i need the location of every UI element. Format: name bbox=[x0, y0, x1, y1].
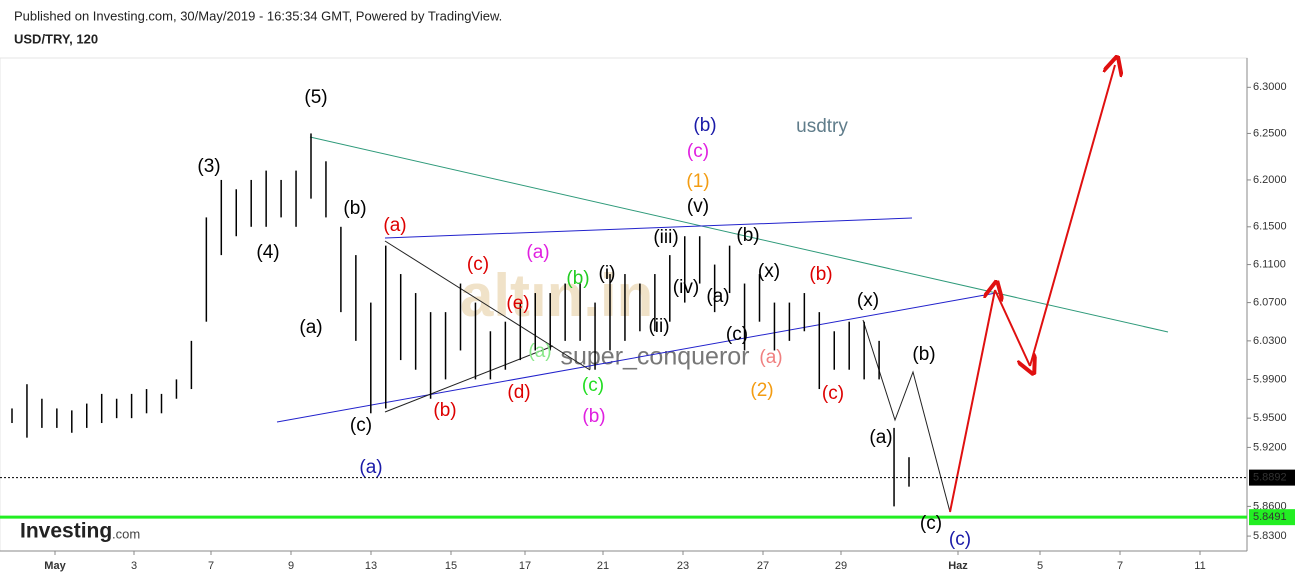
wave-label: (x) bbox=[758, 261, 780, 282]
x-tick-label: 29 bbox=[835, 560, 847, 572]
wave-label: (c) bbox=[350, 415, 372, 436]
price-label-box bbox=[1249, 469, 1295, 486]
trendline bbox=[276, 292, 997, 423]
y-tick-label: 6.3000 bbox=[1253, 81, 1287, 93]
projection-arrow bbox=[1029, 65, 1115, 367]
x-tick-label: 21 bbox=[597, 560, 609, 572]
wave-label: (ii) bbox=[648, 316, 669, 337]
projection-arrow bbox=[949, 290, 995, 513]
y-tick-label: 6.2500 bbox=[1253, 127, 1287, 139]
wave-label: (a) bbox=[359, 457, 382, 478]
published-note: Published on Investing.com, 30/May/2019 … bbox=[14, 8, 502, 23]
x-tick-label: 9 bbox=[288, 560, 294, 572]
price-label: 5.8892 bbox=[1253, 472, 1287, 484]
logo-suffix: .com bbox=[112, 526, 140, 541]
x-tick-label: 11 bbox=[1194, 560, 1205, 572]
wave-label: (a) bbox=[299, 317, 322, 338]
wave-label: (iv) bbox=[673, 277, 699, 298]
wave-label: (3) bbox=[197, 156, 220, 177]
x-tick-label: 17 bbox=[519, 560, 531, 572]
wave-label: (1) bbox=[686, 171, 709, 192]
x-tick-label: 7 bbox=[208, 560, 214, 572]
wave-label: (c) bbox=[949, 529, 971, 550]
y-tick-label: 5.9500 bbox=[1253, 412, 1287, 424]
y-tick-label: 5.8300 bbox=[1253, 530, 1287, 542]
x-tick-label: 7 bbox=[1117, 560, 1123, 572]
y-tick-label: 6.0300 bbox=[1253, 335, 1287, 347]
x-tick-label: 15 bbox=[445, 560, 457, 572]
wave-label: (e) bbox=[506, 293, 529, 314]
wave-label: (a) bbox=[526, 242, 549, 263]
wave-label: (b) bbox=[433, 400, 456, 421]
wave-label: (c) bbox=[687, 141, 709, 162]
wave-label: (4) bbox=[256, 242, 279, 263]
trendline bbox=[384, 345, 554, 413]
x-tick-label: May bbox=[44, 560, 66, 572]
x-tick-label: 5 bbox=[1037, 560, 1043, 572]
wave-label: (i) bbox=[599, 263, 616, 284]
x-tick-label: 27 bbox=[757, 560, 769, 572]
wave-label: (c) bbox=[726, 324, 748, 345]
x-tick-label: Haz bbox=[948, 560, 968, 572]
x-tick-label: 3 bbox=[131, 560, 137, 572]
x-tick-label: 23 bbox=[677, 560, 689, 572]
projection-arrow bbox=[994, 289, 1030, 366]
logo-brand: Investing bbox=[20, 520, 112, 543]
wave-label: (a) bbox=[706, 286, 729, 307]
y-tick-label: 5.9200 bbox=[1253, 441, 1287, 453]
wave-label: (2) bbox=[750, 380, 773, 401]
y-tick-label: 6.2000 bbox=[1253, 174, 1287, 186]
wave-label: (a) bbox=[383, 215, 406, 236]
wave-label: (c) bbox=[822, 383, 844, 404]
y-tick-label: 5.9900 bbox=[1253, 373, 1287, 385]
wave-path bbox=[862, 319, 951, 513]
wave-label: (b) bbox=[912, 344, 935, 365]
watermark: usdtry bbox=[796, 116, 848, 137]
y-tick-label: 6.0700 bbox=[1253, 296, 1287, 308]
wave-label: (x) bbox=[857, 290, 879, 311]
trendline bbox=[384, 240, 591, 371]
price-label: 5.8491 bbox=[1253, 511, 1287, 523]
chart-title: USD/TRY, 120 bbox=[14, 31, 98, 46]
trendlines bbox=[276, 65, 1169, 513]
wave-label: (b) bbox=[693, 115, 716, 136]
investing-logo: Investing .com bbox=[20, 520, 140, 543]
watermark-logo: altın.in bbox=[460, 262, 653, 329]
wave-label: (c) bbox=[920, 513, 942, 534]
wave-label: (v) bbox=[687, 196, 709, 217]
wave-label: (b) bbox=[582, 406, 605, 427]
wave-label: (5) bbox=[304, 87, 327, 108]
wave-label: (b) bbox=[809, 264, 832, 285]
wave-label: (iii) bbox=[653, 227, 678, 248]
wave-label: (a) bbox=[759, 347, 782, 368]
price-bars bbox=[11, 133, 910, 507]
wave-label: (b) bbox=[343, 198, 366, 219]
wave-label: (a) bbox=[869, 427, 892, 448]
y-tick-label: 6.1500 bbox=[1253, 221, 1287, 233]
x-tick-label: 13 bbox=[365, 560, 377, 572]
y-tick-label: 6.1100 bbox=[1253, 258, 1286, 270]
wave-label: (d) bbox=[507, 382, 530, 403]
wave-label: (a) bbox=[528, 341, 551, 362]
price-label-box bbox=[1249, 509, 1295, 526]
wave-label: (b) bbox=[566, 268, 589, 289]
trendline bbox=[384, 217, 913, 239]
wave-label: (b) bbox=[736, 225, 759, 246]
trendline bbox=[309, 136, 1169, 333]
wave-label: (c) bbox=[582, 375, 604, 396]
wave-label: (c) bbox=[467, 254, 489, 275]
